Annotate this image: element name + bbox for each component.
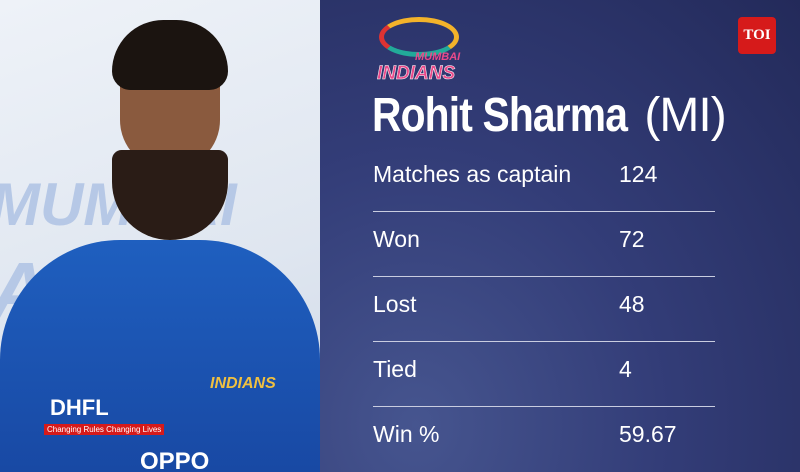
bottom-sponsor-logo: OPPO <box>140 448 210 472</box>
jersey <box>0 240 320 472</box>
team-tag: (MI) <box>644 89 726 142</box>
player-photo: MUMBAI A DHFL Changing Rules Changing Li… <box>0 0 320 472</box>
stat-value: 72 <box>619 226 645 252</box>
stat-row: Won 72 <box>373 212 715 277</box>
logo-swirl-icon <box>379 17 459 57</box>
stat-label: Matches as captain <box>373 161 572 187</box>
beard <box>112 150 228 240</box>
stat-row: Lost 48 <box>373 277 715 342</box>
stat-value: 124 <box>619 161 658 187</box>
stat-row: Matches as captain 124 <box>373 147 715 212</box>
stat-label: Lost <box>373 291 417 317</box>
stat-row: Tied 4 <box>373 342 715 407</box>
toi-badge: TOI <box>738 17 776 54</box>
hair <box>112 20 228 90</box>
stat-label: Win % <box>373 421 440 447</box>
player-name: Rohit Sharma <box>372 89 628 142</box>
logo-text-bottom: INDIANS <box>377 63 456 85</box>
stat-value: 4 <box>619 356 632 382</box>
stat-value: 48 <box>619 291 645 317</box>
stat-label: Won <box>373 226 420 252</box>
sponsor-logo: DHFL <box>50 395 109 420</box>
sponsor-tagline: Changing Rules Changing Lives <box>44 424 165 435</box>
stat-value: 59.67 <box>619 421 677 447</box>
chest-logo: INDIANS <box>210 375 276 392</box>
page-title: Rohit Sharma (MI) <box>372 88 727 143</box>
stats-panel <box>320 0 800 472</box>
stat-row: Win % 59.67 <box>373 407 715 472</box>
mumbai-indians-logo: MUMBAI INDIANS <box>375 15 485 85</box>
stat-label: Tied <box>373 356 417 382</box>
logo-text-top: MUMBAI <box>415 51 461 63</box>
